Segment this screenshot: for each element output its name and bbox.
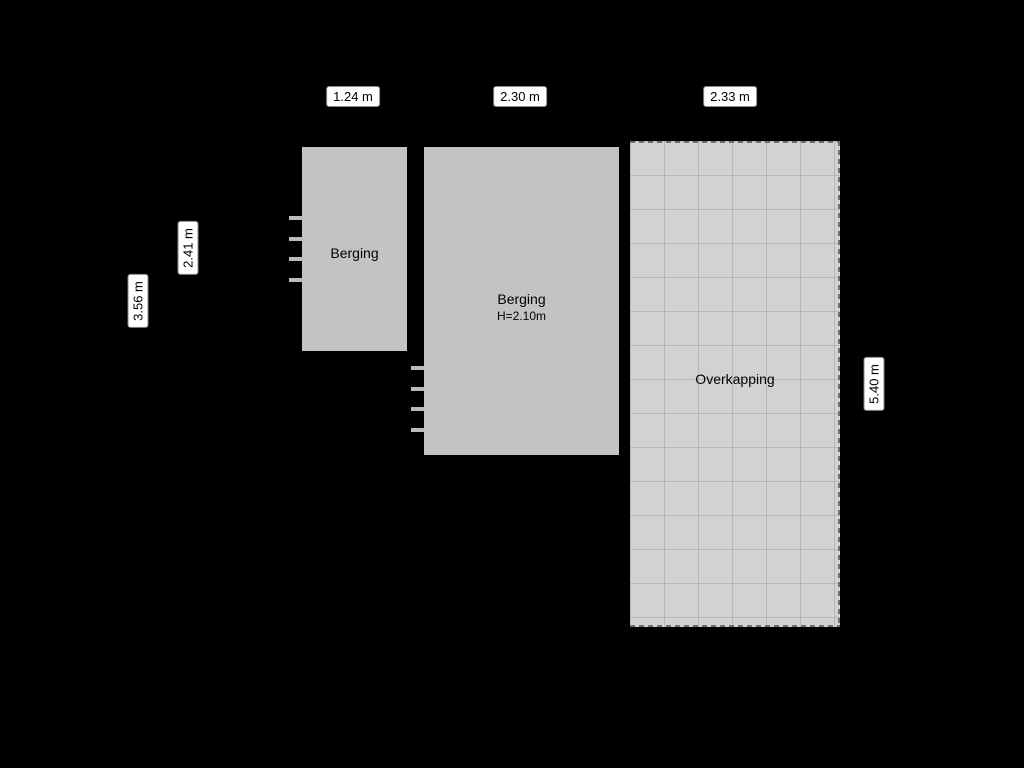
dim-tick-right	[867, 141, 875, 142]
room-label-berging-large: BergingH=2.10m	[497, 291, 546, 325]
dim-tick	[625, 88, 626, 96]
dim-tick-left	[131, 461, 139, 462]
dim-tick-left2	[181, 141, 189, 142]
window-marker-1	[411, 366, 425, 432]
dim-left-1: 2.41 m	[178, 221, 199, 275]
dim-tick	[840, 88, 841, 96]
dim-top-1: 2.30 m	[493, 86, 547, 107]
dim-tick	[418, 88, 419, 96]
dim-left-0: 3.56 m	[128, 274, 149, 328]
dim-right-0: 5.40 m	[864, 357, 885, 411]
overkapping-label: Overkapping	[695, 370, 774, 388]
dim-top-0: 1.24 m	[326, 86, 380, 107]
dim-tick-left	[131, 357, 139, 358]
dim-tick	[413, 88, 414, 96]
dim-top-2: 2.33 m	[703, 86, 757, 107]
dim-tick	[630, 88, 631, 96]
dim-tick	[296, 88, 297, 96]
dim-tick-left	[131, 141, 139, 142]
dim-tick-right	[867, 627, 875, 628]
dim-tick-left2	[181, 357, 189, 358]
room-label-berging-small: Berging	[330, 244, 378, 262]
window-marker-0	[289, 216, 303, 282]
